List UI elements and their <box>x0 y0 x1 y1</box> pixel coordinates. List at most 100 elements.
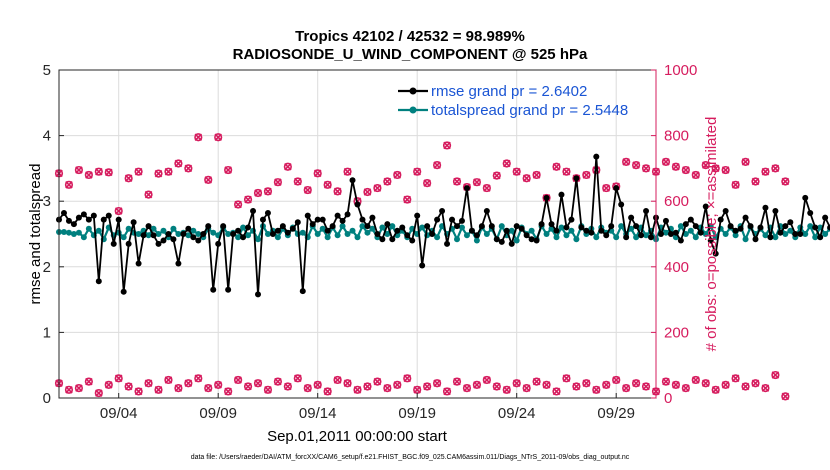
rmse-data-point <box>264 210 271 217</box>
y2-tick-label: 800 <box>664 128 689 145</box>
axes-layer: 09/04 09/09 09/14 09/19 09/24 09/29 0 1 2 3 4 5 0 200… <box>43 62 698 422</box>
spread-data-point <box>787 227 794 234</box>
spread-data-point <box>364 229 371 236</box>
obs-count-marker <box>184 164 193 173</box>
rmse-data-point <box>752 236 759 243</box>
rmse-data-point <box>389 236 396 243</box>
obs-count-marker <box>602 183 611 193</box>
rmse-data-point <box>643 208 650 215</box>
spread-data-point <box>513 237 520 244</box>
y-tick-label: 1 <box>43 324 51 341</box>
obs-count-marker <box>751 177 760 186</box>
spread-data-point <box>60 229 67 236</box>
rmse-data-point <box>255 291 261 298</box>
obs-count-marker <box>771 164 780 173</box>
obs-count-marker <box>741 157 750 166</box>
rmse-data-point <box>344 211 351 218</box>
obs-count-marker <box>403 195 412 204</box>
rmse-data-point <box>354 201 361 208</box>
rmse-data-point <box>618 201 625 208</box>
obs-count-low-marker <box>273 377 283 386</box>
spread-data-point <box>692 234 699 241</box>
rmse-data-point <box>633 223 640 230</box>
obs-count-low-marker <box>423 382 432 391</box>
obs-count-low-marker <box>691 375 700 385</box>
obs-count-low-marker <box>263 385 273 394</box>
rmse-data-point <box>712 250 719 257</box>
rmse-data-point <box>225 286 232 293</box>
obs-count-low-marker <box>442 387 452 396</box>
rmse-data-point <box>543 194 550 201</box>
spread-data-point <box>145 232 152 239</box>
rmse-data-point <box>822 214 829 221</box>
obs-count-low-marker <box>582 379 591 388</box>
obs-count-marker <box>74 165 83 175</box>
spread-data-point <box>125 225 132 232</box>
obs-count-low-marker <box>701 379 710 388</box>
y2-tick-label: 200 <box>664 324 689 341</box>
spread-data-point <box>190 227 197 234</box>
obs-count-low-marker <box>114 374 123 383</box>
spread-data-point <box>812 234 819 241</box>
rmse-data-point <box>245 224 252 231</box>
spread-data-point <box>245 232 252 239</box>
rmse-data-point <box>478 223 485 230</box>
obs-count-marker <box>512 167 521 176</box>
y2-axis-label: # of obs: o=possible; ×=assimilated <box>703 117 720 352</box>
obs-count-low-marker <box>641 382 651 391</box>
spread-data-point <box>95 227 102 234</box>
spread-data-point <box>677 223 684 230</box>
obs-count-low-marker <box>363 382 372 391</box>
x-tick-label: 09/14 <box>299 405 337 422</box>
spread-data-point <box>155 231 162 237</box>
obs-count-low-marker <box>433 379 442 388</box>
spread-data-point <box>558 224 565 231</box>
obs-count-low-marker <box>373 377 382 386</box>
legend-rmse-marker <box>409 87 417 95</box>
obs-count-marker <box>442 141 452 150</box>
rmse-data-point <box>120 288 127 295</box>
rmse-data-point <box>687 216 694 223</box>
rmse-data-point <box>419 262 426 269</box>
rmse-data-point <box>349 177 356 184</box>
rmse-data-point <box>160 237 167 244</box>
rmse-data-point <box>608 223 615 230</box>
rmse-data-point <box>533 237 540 244</box>
x-tick-label: 09/09 <box>199 405 237 422</box>
obs-count-low-marker <box>482 375 491 385</box>
spread-data-point <box>454 236 460 243</box>
obs-count-low-marker <box>602 380 611 389</box>
rmse-data-point <box>827 224 830 231</box>
rmse-data-point <box>314 216 321 223</box>
spread-data-point <box>349 227 356 234</box>
rmse-data-point <box>737 225 744 232</box>
y2-tick-label: 600 <box>664 193 689 210</box>
rmse-data-point <box>498 238 505 245</box>
rmse-data-point <box>374 231 381 237</box>
obs-count-low-marker <box>462 384 472 393</box>
rmse-data-point <box>170 236 177 243</box>
rmse-data-point <box>518 225 525 232</box>
spread-data-point <box>160 227 167 234</box>
spread-data-point <box>463 232 470 239</box>
rmse-data-point <box>677 237 684 244</box>
spread-data-point <box>573 236 580 243</box>
spread-data-point <box>150 225 157 232</box>
obs-count-marker <box>224 165 233 175</box>
spread-data-point <box>185 232 192 239</box>
obs-count-marker <box>303 185 312 195</box>
obs-count-low-marker <box>154 385 163 394</box>
rmse-data-point <box>409 237 416 244</box>
obs-count-low-marker <box>303 384 312 393</box>
rmse-data-point <box>777 229 784 236</box>
obs-count-marker <box>582 170 591 180</box>
obs-count-marker <box>64 180 74 189</box>
rmse-data-point <box>65 217 72 224</box>
obs-count-marker <box>631 161 641 170</box>
rmse-data-point <box>528 236 535 243</box>
rmse-data-point <box>792 231 799 237</box>
spread-data-point <box>483 231 490 237</box>
obs-count-low-marker <box>751 379 760 388</box>
rmse-data-point <box>702 203 709 210</box>
obs-count-low-marker <box>194 374 203 383</box>
